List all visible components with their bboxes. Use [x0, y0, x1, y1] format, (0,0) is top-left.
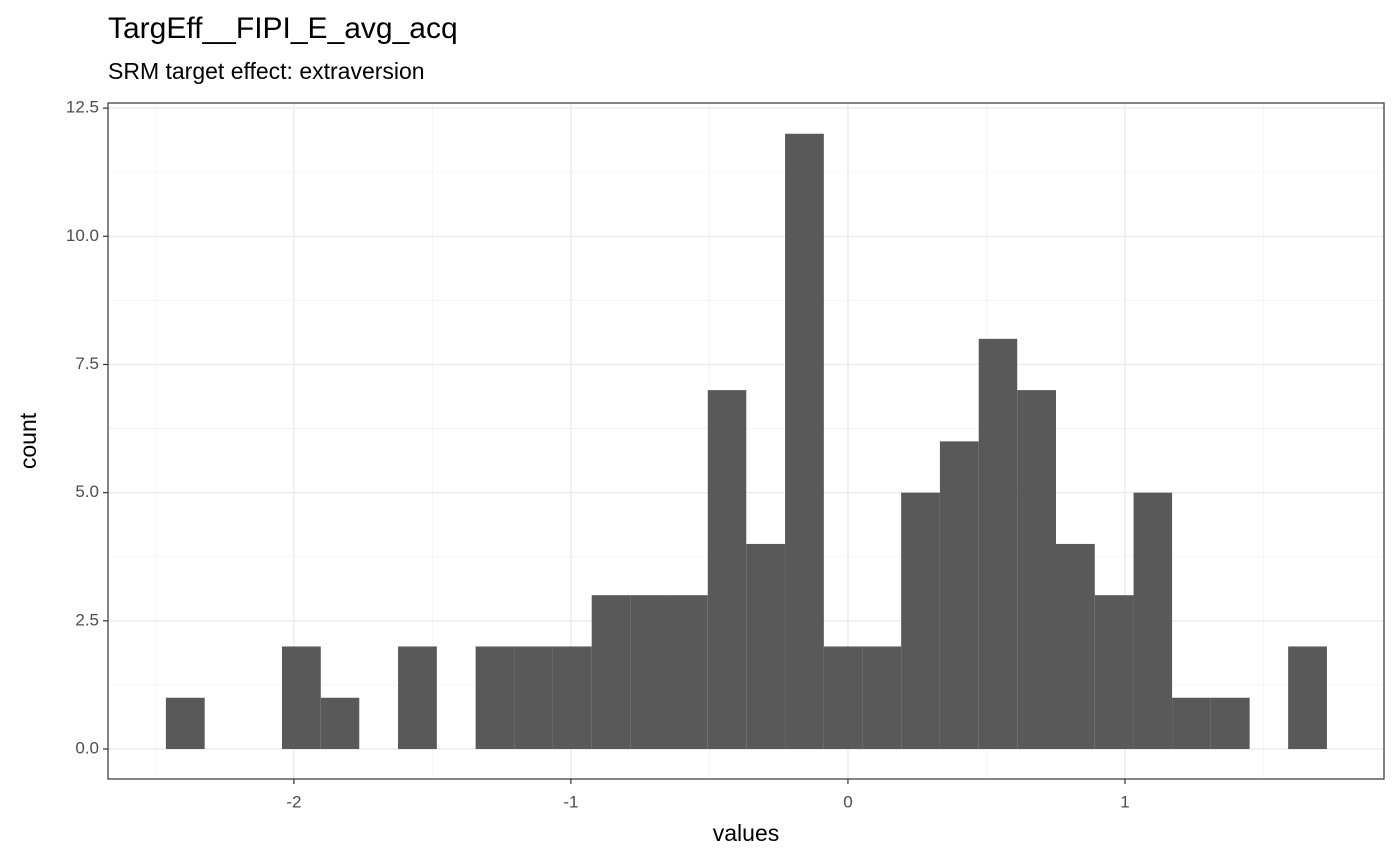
bar [1094, 595, 1134, 750]
y-tick-label: 2.5 [75, 610, 99, 629]
bar [1172, 697, 1211, 750]
chart-subtitle: SRM target effect: extraversion [108, 58, 425, 84]
x-tick-label: -1 [563, 792, 578, 811]
y-tick-label: 0.0 [75, 738, 99, 757]
bar [862, 646, 902, 750]
bar [281, 646, 321, 750]
bar [165, 697, 205, 750]
bar [475, 646, 515, 750]
bar [398, 646, 437, 750]
y-tick-label: 7.5 [75, 354, 99, 373]
bar [1210, 697, 1250, 750]
bar [1133, 492, 1173, 750]
x-axis-label: values [713, 820, 779, 846]
panel-border [107, 102, 1385, 780]
bar [552, 646, 592, 750]
bar [668, 595, 708, 750]
bar [978, 338, 1018, 750]
bar [939, 441, 979, 750]
y-tick-label: 10.0 [66, 226, 99, 245]
bar [514, 646, 553, 750]
bar [823, 646, 863, 750]
bar [591, 595, 631, 750]
bar [901, 492, 940, 750]
x-tick-label: 0 [843, 792, 852, 811]
bar [1017, 390, 1056, 750]
y-tick-label: 5.0 [75, 482, 99, 501]
bar [785, 133, 824, 750]
bar [1055, 543, 1095, 750]
chart-title: TargEff__FIPI_E_avg_acq [108, 12, 458, 45]
bar [630, 595, 669, 750]
x-tick-label: 1 [1120, 792, 1129, 811]
bar [320, 697, 360, 750]
bar [746, 543, 786, 750]
bar [707, 390, 747, 750]
x-tick-label: -2 [286, 792, 301, 811]
y-axis-label: count [15, 412, 41, 469]
bar [1288, 646, 1327, 750]
y-tick-label: 12.5 [66, 98, 99, 117]
